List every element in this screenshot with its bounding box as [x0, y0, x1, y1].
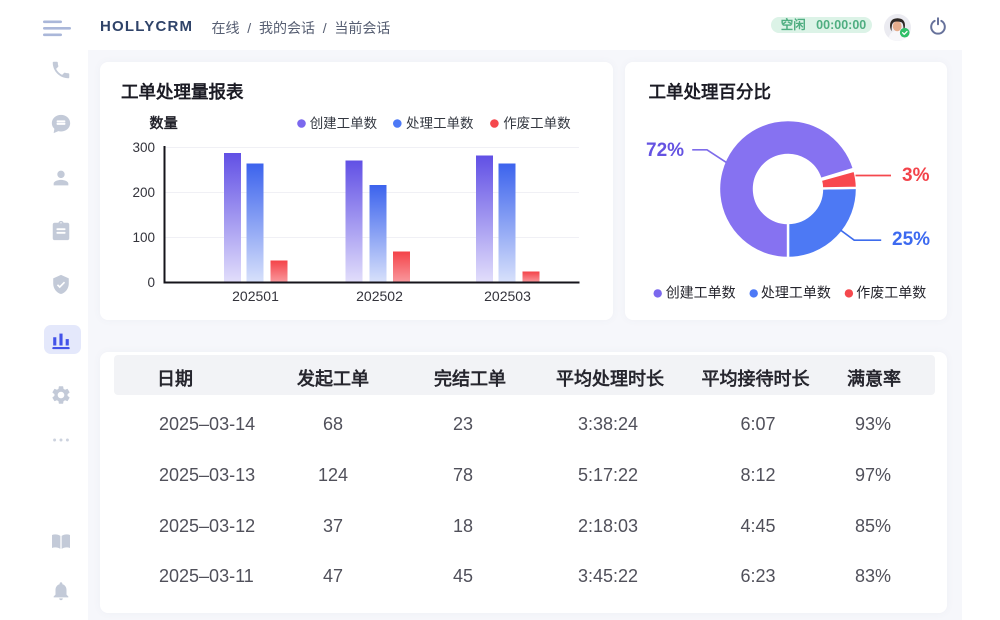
svg-text:300: 300	[132, 140, 155, 155]
svg-text:作废工单数: 作废工单数	[856, 285, 926, 301]
svg-text:作废工单数: 作废工单数	[503, 116, 571, 131]
svg-text:200: 200	[132, 185, 155, 200]
svg-text:处理工单数: 处理工单数	[761, 285, 831, 301]
svg-text:0: 0	[147, 275, 155, 290]
svg-text:处理工单数: 处理工单数	[406, 116, 474, 131]
svg-text:创建工单数: 创建工单数	[666, 285, 736, 301]
svg-text:100: 100	[132, 230, 155, 245]
svg-text:创建工单数: 创建工单数	[310, 116, 378, 131]
svg-text:202503: 202503	[484, 288, 531, 304]
svg-text:202502: 202502	[356, 288, 403, 304]
svg-text:数量: 数量	[150, 115, 178, 131]
svg-text:202501: 202501	[232, 288, 279, 304]
